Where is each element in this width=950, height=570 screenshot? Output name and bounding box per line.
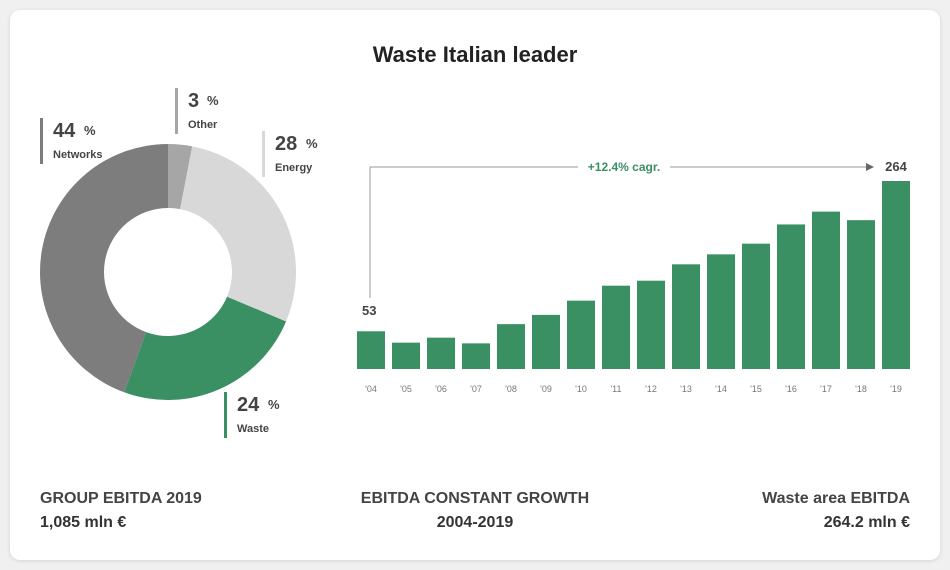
- tick-label-'09: '09: [540, 384, 552, 394]
- bar-'06: [427, 337, 455, 369]
- data-label-first: 53: [362, 303, 376, 318]
- tick-label-'19: '19: [890, 384, 902, 394]
- footer-constant-growth-period: 2004-2019: [436, 514, 514, 531]
- tick-label-'16: '16: [785, 384, 797, 394]
- bar-'08: [497, 324, 525, 369]
- label-bar-networks: [40, 118, 43, 164]
- tick-label-'11: '11: [610, 384, 621, 394]
- label-bar-other: [175, 88, 178, 134]
- tick-label-'17: '17: [820, 384, 832, 394]
- label-unit-other: %: [207, 93, 219, 108]
- tick-label-'13: '13: [680, 384, 692, 394]
- tick-label-'05: '05: [400, 384, 412, 394]
- tick-label-'04: '04: [365, 384, 377, 394]
- bar-'11: [602, 285, 630, 369]
- tick-label-'08: '08: [505, 384, 517, 394]
- label-value-other: 3: [188, 90, 199, 112]
- footer-group-ebitda-label: GROUP EBITDA 2019: [40, 490, 202, 507]
- bar-'05: [392, 342, 420, 369]
- footer-waste-ebitda: Waste area EBITDA 264.2 mln €: [762, 487, 910, 535]
- donut-slice-waste: [124, 296, 287, 400]
- bar-'15: [742, 243, 770, 369]
- bar-'19: [882, 181, 910, 369]
- footer-constant-growth: EBITDA CONSTANT GROWTH 2004-2019: [300, 487, 650, 535]
- chart-title: Waste Italian leader: [372, 42, 578, 67]
- label-bar-energy: [262, 131, 265, 177]
- footer-constant-growth-label: EBITDA CONSTANT GROWTH: [360, 490, 590, 507]
- donut-slice-other: [168, 144, 193, 210]
- growth-arrow-head: [866, 163, 874, 171]
- bar-'07: [462, 343, 490, 369]
- tick-label-'06: '06: [435, 384, 447, 394]
- footer-waste-ebitda-value: 264.2 mln €: [823, 514, 910, 531]
- growth-annotation: +12.4% cagr.: [588, 160, 660, 174]
- label-name-networks: Networks: [53, 149, 103, 161]
- label-value-energy: 28: [275, 133, 297, 155]
- tick-label-'18: '18: [855, 384, 867, 394]
- label-unit-waste: %: [268, 397, 280, 412]
- tick-label-'12: '12: [645, 384, 657, 394]
- tick-label-'14: '14: [715, 384, 727, 394]
- donut-slice-energy: [180, 146, 296, 322]
- label-name-energy: Energy: [275, 162, 313, 174]
- tick-label-'07: '07: [470, 384, 482, 394]
- data-label-last: 264: [885, 159, 907, 174]
- bar-'04: [357, 331, 385, 369]
- label-name-waste: Waste: [237, 423, 269, 435]
- label-value-networks: 44: [53, 120, 76, 142]
- footer-group-ebitda-value: 1,085 mln €: [40, 514, 127, 531]
- annotation-background: [578, 158, 670, 176]
- bar-'17: [812, 211, 840, 369]
- bar-'12: [637, 280, 665, 369]
- bar-'16: [777, 224, 805, 369]
- bar-'13: [672, 264, 700, 369]
- growth-arrow-line: [369, 166, 872, 298]
- bar-'18: [847, 220, 875, 369]
- label-unit-energy: %: [306, 136, 318, 151]
- footer-group-ebitda: GROUP EBITDA 2019 1,085 mln €: [40, 487, 202, 535]
- footer-waste-ebitda-label: Waste area EBITDA: [762, 490, 910, 507]
- label-bar-waste: [224, 392, 227, 438]
- label-value-waste: 24: [237, 394, 260, 416]
- bar-'14: [707, 254, 735, 369]
- bar-'10: [567, 300, 595, 369]
- bar-'09: [532, 314, 560, 369]
- tick-label-'10: '10: [575, 384, 587, 394]
- label-name-other: Other: [188, 119, 218, 131]
- tick-label-'15: '15: [750, 384, 762, 394]
- label-unit-networks: %: [84, 123, 96, 138]
- donut-slice-networks: [39, 144, 169, 393]
